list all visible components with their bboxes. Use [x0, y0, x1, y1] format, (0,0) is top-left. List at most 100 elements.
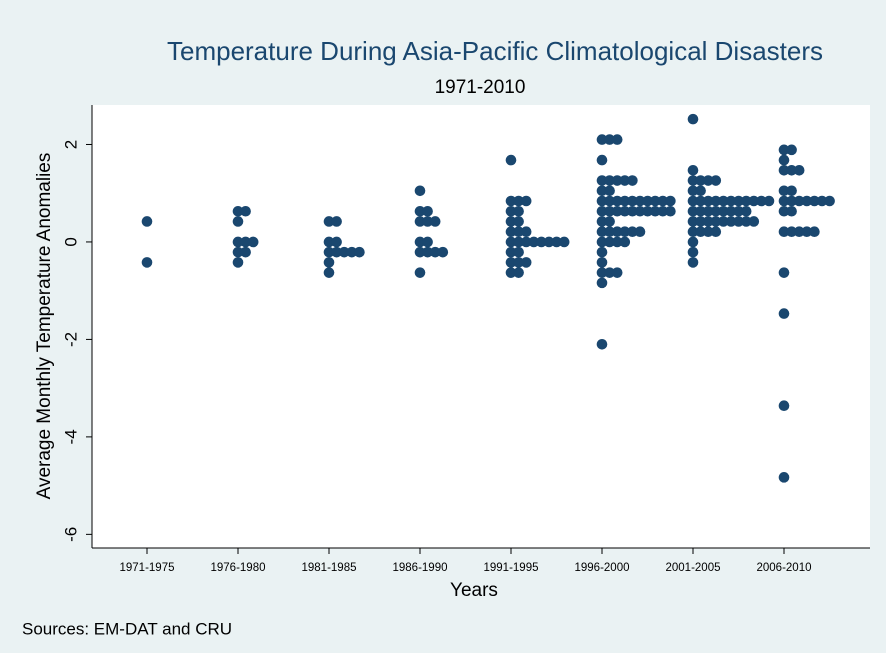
dot — [414, 216, 426, 227]
dot — [778, 226, 790, 238]
dot — [422, 236, 433, 248]
dot — [695, 216, 706, 227]
dot — [429, 246, 441, 258]
x-tick-label: 2001-2005 — [666, 562, 721, 574]
dot — [323, 267, 335, 278]
dot — [687, 165, 699, 176]
dot — [505, 267, 517, 278]
y-tick-label: -4 — [61, 429, 80, 444]
dot — [611, 175, 623, 186]
y-tick-label: 2 — [61, 140, 80, 149]
x-tick-label: 1996-2000 — [575, 562, 630, 574]
dot — [596, 246, 608, 258]
dot — [232, 257, 244, 268]
dot — [733, 205, 744, 217]
dot — [414, 185, 426, 197]
dot — [786, 144, 797, 156]
dot — [513, 216, 524, 227]
x-axis-title: Years — [450, 580, 498, 601]
dot — [611, 134, 623, 145]
dot — [627, 226, 638, 238]
dot — [604, 175, 615, 186]
dot — [695, 175, 706, 186]
dot — [596, 267, 608, 278]
dot — [786, 185, 797, 197]
dot — [702, 175, 714, 186]
dot — [619, 195, 631, 207]
dot — [687, 205, 699, 217]
dot — [649, 195, 661, 207]
dot — [505, 246, 517, 258]
dot — [657, 205, 669, 217]
dot — [793, 165, 805, 176]
y-axis-title: Average Monthly Temperature Anomalies — [34, 153, 55, 500]
dot — [733, 195, 744, 207]
dot — [657, 195, 669, 207]
dot — [809, 195, 820, 207]
dot — [520, 226, 532, 238]
dot — [604, 226, 615, 238]
dot — [611, 195, 623, 207]
dot — [665, 195, 676, 207]
x-tick-label: 2006-2010 — [757, 562, 812, 574]
dot — [786, 165, 797, 176]
dot — [611, 236, 623, 248]
dot — [505, 257, 517, 268]
x-tick-label: 1991-1995 — [484, 562, 539, 574]
dot — [786, 195, 797, 207]
dot — [331, 246, 342, 258]
dot — [596, 175, 608, 186]
dot — [763, 195, 775, 207]
dot — [323, 257, 335, 268]
dot — [505, 226, 517, 238]
dot — [710, 205, 722, 217]
dot — [232, 236, 244, 248]
dot — [414, 267, 426, 278]
dot — [596, 205, 608, 217]
dot — [505, 216, 517, 227]
dot — [718, 205, 729, 217]
dot — [346, 246, 358, 258]
dot — [695, 226, 706, 238]
y-tick-label: -2 — [61, 332, 80, 347]
dot — [323, 246, 335, 258]
dot — [695, 195, 706, 207]
dot — [604, 267, 615, 278]
dot — [240, 246, 251, 258]
dot — [513, 205, 524, 217]
dot — [437, 246, 449, 258]
chart-subtitle: 1971-2010 — [435, 77, 526, 98]
dot — [778, 308, 790, 319]
dot — [702, 226, 714, 238]
dot — [596, 216, 608, 227]
dot — [513, 267, 524, 278]
dot — [816, 195, 828, 207]
dot — [520, 257, 532, 268]
dot — [778, 400, 790, 411]
dot — [725, 205, 737, 217]
dot — [718, 195, 729, 207]
dot — [505, 195, 517, 207]
dot — [619, 205, 631, 217]
dot — [702, 195, 714, 207]
dot — [778, 144, 790, 156]
dot — [338, 246, 350, 258]
dot — [710, 216, 722, 227]
dot — [778, 472, 790, 483]
dot — [687, 226, 699, 238]
x-tick-label: 1976-1980 — [211, 562, 266, 574]
dot — [634, 195, 646, 207]
dot — [232, 246, 244, 258]
dot — [778, 165, 790, 176]
dot — [505, 205, 517, 217]
dot — [786, 205, 797, 217]
x-tick-label: 1981-1985 — [302, 562, 357, 574]
dot — [596, 154, 608, 166]
dot — [247, 236, 259, 248]
dot — [232, 216, 244, 227]
dot — [558, 236, 570, 248]
dot — [505, 236, 517, 248]
dot — [513, 257, 524, 268]
